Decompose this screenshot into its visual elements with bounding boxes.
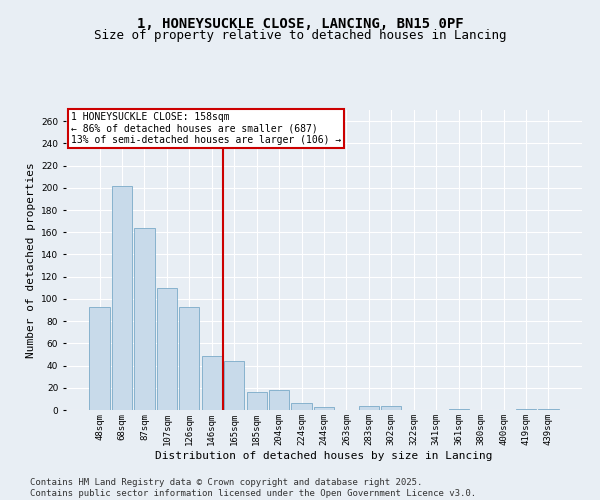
Bar [89, 306, 110, 410]
Bar [134, 228, 155, 410]
Bar [449, 409, 469, 410]
Bar [538, 409, 559, 410]
Text: 1 HONEYSUCKLE CLOSE: 158sqm
← 86% of detached houses are smaller (687)
13% of se: 1 HONEYSUCKLE CLOSE: 158sqm ← 86% of det… [71, 112, 341, 144]
Bar [314, 406, 334, 410]
Y-axis label: Number of detached properties: Number of detached properties [26, 162, 35, 358]
X-axis label: Distribution of detached houses by size in Lancing: Distribution of detached houses by size … [155, 450, 493, 460]
Bar [292, 404, 311, 410]
Bar [179, 306, 199, 410]
Bar [202, 356, 222, 410]
Text: Contains HM Land Registry data © Crown copyright and database right 2025.
Contai: Contains HM Land Registry data © Crown c… [30, 478, 476, 498]
Text: 1, HONEYSUCKLE CLOSE, LANCING, BN15 0PF: 1, HONEYSUCKLE CLOSE, LANCING, BN15 0PF [137, 18, 463, 32]
Bar [269, 390, 289, 410]
Bar [359, 406, 379, 410]
Text: Size of property relative to detached houses in Lancing: Size of property relative to detached ho… [94, 29, 506, 42]
Bar [381, 406, 401, 410]
Bar [516, 409, 536, 410]
Bar [247, 392, 267, 410]
Bar [157, 288, 177, 410]
Bar [224, 361, 244, 410]
Bar [112, 186, 132, 410]
